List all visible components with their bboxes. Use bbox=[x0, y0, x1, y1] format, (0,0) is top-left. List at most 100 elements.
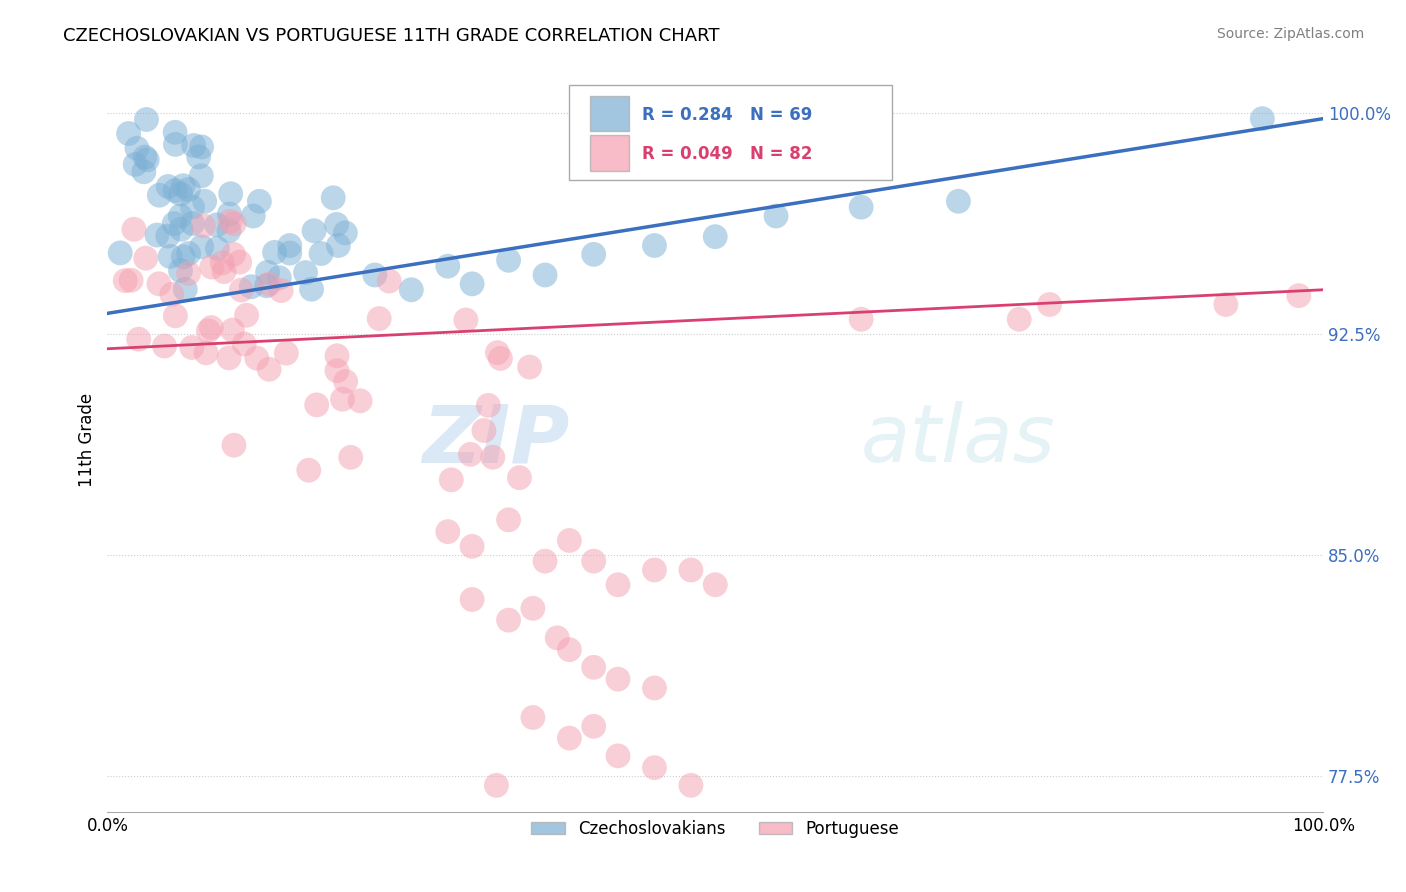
Point bbox=[339, 450, 361, 465]
Point bbox=[298, 463, 321, 477]
Point bbox=[128, 332, 150, 346]
Point bbox=[181, 217, 204, 231]
Point bbox=[301, 282, 323, 296]
Point bbox=[190, 140, 212, 154]
Point bbox=[120, 273, 142, 287]
Point bbox=[242, 209, 264, 223]
Point bbox=[157, 179, 180, 194]
Point bbox=[332, 392, 354, 407]
Point bbox=[177, 246, 200, 260]
Point bbox=[558, 731, 581, 746]
Point bbox=[207, 242, 229, 256]
Point bbox=[122, 222, 145, 236]
Point bbox=[1288, 288, 1310, 302]
Point bbox=[607, 748, 630, 763]
Point bbox=[328, 238, 350, 252]
Point bbox=[212, 264, 235, 278]
Point bbox=[679, 563, 702, 577]
Point bbox=[305, 398, 328, 412]
Point bbox=[1251, 112, 1274, 126]
Point bbox=[326, 364, 349, 378]
Point bbox=[643, 238, 665, 252]
Point bbox=[172, 250, 194, 264]
Point bbox=[218, 207, 240, 221]
Point bbox=[219, 186, 242, 201]
Point bbox=[159, 250, 181, 264]
Point bbox=[222, 217, 245, 231]
Point bbox=[454, 313, 477, 327]
Text: ZIP: ZIP bbox=[422, 401, 569, 479]
Point bbox=[114, 274, 136, 288]
Point bbox=[679, 778, 702, 792]
Point bbox=[461, 592, 484, 607]
Point bbox=[169, 186, 191, 201]
Point bbox=[170, 222, 193, 236]
Point bbox=[257, 277, 280, 291]
Point bbox=[256, 265, 278, 279]
Point bbox=[270, 284, 292, 298]
Point bbox=[849, 312, 872, 326]
Point bbox=[508, 470, 530, 484]
Point bbox=[235, 308, 257, 322]
Point bbox=[643, 563, 665, 577]
Point bbox=[1215, 297, 1237, 311]
Point bbox=[165, 137, 187, 152]
Point bbox=[765, 209, 787, 223]
Point bbox=[278, 246, 301, 260]
Point bbox=[218, 224, 240, 238]
Point bbox=[117, 127, 139, 141]
Point bbox=[172, 178, 194, 193]
Point bbox=[177, 182, 200, 196]
Point bbox=[193, 219, 215, 233]
Point bbox=[169, 209, 191, 223]
Point bbox=[146, 228, 169, 243]
Point bbox=[180, 341, 202, 355]
Point bbox=[582, 247, 605, 261]
Point bbox=[211, 256, 233, 270]
Point bbox=[643, 761, 665, 775]
Point bbox=[948, 194, 970, 209]
Point bbox=[440, 473, 463, 487]
Point bbox=[148, 277, 170, 291]
FancyBboxPatch shape bbox=[591, 95, 628, 131]
Point bbox=[276, 346, 298, 360]
Point bbox=[231, 283, 253, 297]
Point bbox=[124, 157, 146, 171]
Point bbox=[643, 681, 665, 695]
Text: R = 0.284   N = 69: R = 0.284 N = 69 bbox=[643, 106, 813, 124]
Point bbox=[125, 141, 148, 155]
Point bbox=[607, 578, 630, 592]
Point bbox=[489, 351, 512, 366]
Point bbox=[302, 224, 325, 238]
Point bbox=[607, 672, 630, 686]
Point bbox=[135, 251, 157, 265]
Point bbox=[219, 214, 242, 228]
Point bbox=[240, 279, 263, 293]
Point bbox=[201, 260, 224, 274]
Point bbox=[195, 345, 218, 359]
Point bbox=[153, 339, 176, 353]
Point bbox=[498, 513, 520, 527]
Point bbox=[485, 778, 508, 792]
Point bbox=[205, 218, 228, 232]
Point bbox=[177, 267, 200, 281]
Point bbox=[849, 200, 872, 214]
Point bbox=[194, 194, 217, 209]
Point bbox=[160, 287, 183, 301]
Text: atlas: atlas bbox=[860, 401, 1056, 479]
Point bbox=[368, 311, 391, 326]
Point bbox=[534, 554, 557, 568]
Point bbox=[256, 278, 278, 293]
Point bbox=[460, 447, 482, 461]
Point bbox=[519, 359, 541, 374]
Legend: Czechoslovakians, Portuguese: Czechoslovakians, Portuguese bbox=[524, 814, 905, 845]
Point bbox=[163, 217, 186, 231]
Point bbox=[174, 282, 197, 296]
Point bbox=[169, 263, 191, 277]
Point bbox=[498, 253, 520, 268]
Point bbox=[558, 642, 581, 657]
Point bbox=[436, 524, 458, 539]
Point bbox=[582, 554, 605, 568]
Text: Source: ZipAtlas.com: Source: ZipAtlas.com bbox=[1216, 27, 1364, 41]
Point bbox=[335, 375, 357, 389]
